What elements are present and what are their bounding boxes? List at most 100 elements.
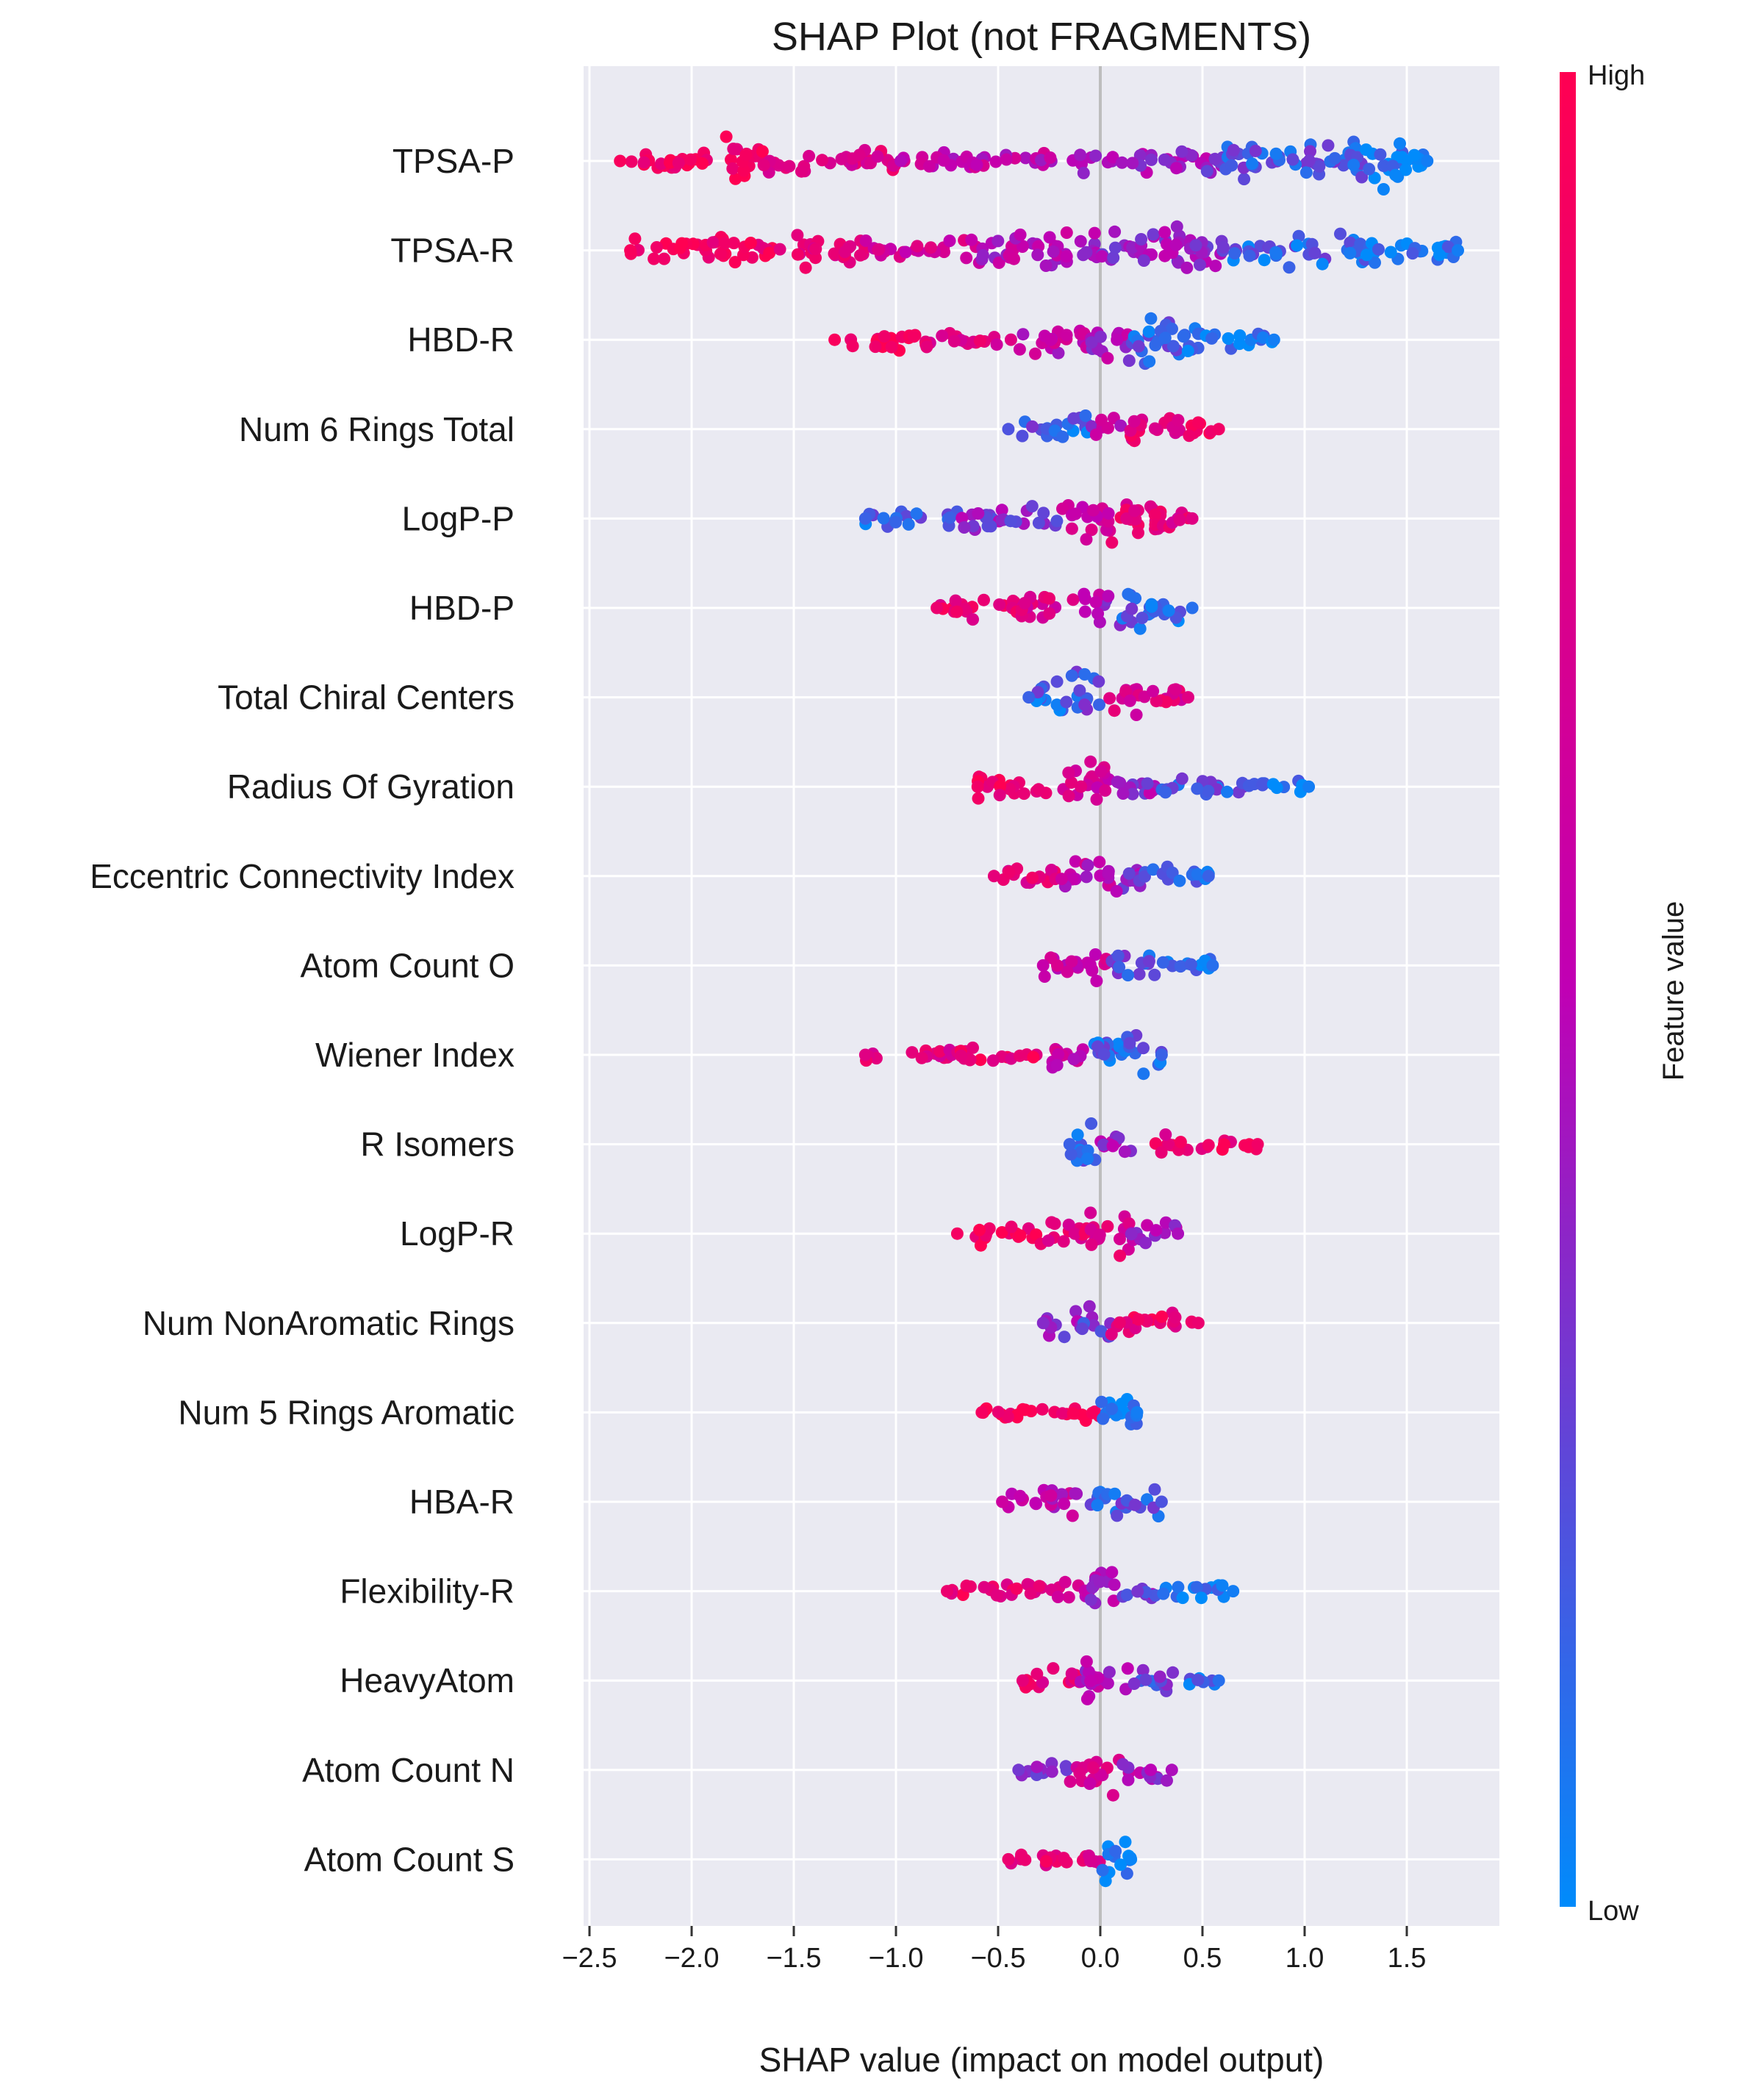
shap-point xyxy=(1111,776,1124,789)
shap-point xyxy=(1052,1048,1065,1061)
shap-point xyxy=(763,246,776,259)
shap-point xyxy=(1258,254,1271,267)
shap-point xyxy=(1060,695,1073,709)
shap-point xyxy=(756,145,769,158)
shap-point xyxy=(1081,1152,1094,1165)
shap-point xyxy=(1189,239,1202,252)
shap-point xyxy=(1292,229,1305,243)
shap-point xyxy=(1105,536,1119,549)
plot-background xyxy=(584,66,1499,1926)
feature-label: Eccentric Connectivity Index xyxy=(90,857,514,895)
shap-point xyxy=(696,157,709,170)
shap-point xyxy=(1334,227,1347,240)
shap-point xyxy=(1030,1761,1044,1774)
shap-point xyxy=(1126,157,1139,170)
x-tick-label: 1.0 xyxy=(1286,1943,1324,1974)
shap-point xyxy=(1102,421,1114,434)
shap-point xyxy=(1106,1139,1119,1153)
x-tick-label: −2.0 xyxy=(664,1943,719,1974)
shap-point xyxy=(628,232,642,246)
x-tick-label: −2.5 xyxy=(562,1943,617,1974)
shap-point xyxy=(1269,147,1283,160)
shap-point xyxy=(1066,1407,1080,1420)
shap-point xyxy=(1095,1395,1108,1408)
shap-point xyxy=(1093,1575,1106,1589)
shap-point xyxy=(993,598,1006,611)
shap-point xyxy=(1185,149,1198,162)
shap-point xyxy=(1114,1858,1127,1872)
shap-point xyxy=(1208,152,1222,165)
shap-point xyxy=(809,243,822,256)
shap-point xyxy=(1018,597,1031,609)
shap-point xyxy=(1101,1677,1114,1690)
shap-point xyxy=(727,143,740,155)
shap-point xyxy=(1065,1667,1078,1680)
shap-point xyxy=(1155,1048,1168,1061)
shap-point xyxy=(1266,778,1280,791)
shap-point xyxy=(987,870,1000,883)
shap-point xyxy=(1200,165,1213,178)
shap-point xyxy=(931,601,944,615)
shap-point xyxy=(1031,686,1044,699)
shap-point xyxy=(910,507,923,520)
shap-point xyxy=(1014,1229,1027,1242)
shap-point xyxy=(1103,692,1116,705)
feature-row-19 xyxy=(1012,1753,1178,1802)
shap-point xyxy=(1014,1489,1027,1503)
shap-point xyxy=(1062,1218,1075,1231)
shap-point xyxy=(1161,1774,1173,1787)
shap-point xyxy=(1052,346,1065,359)
shap-point xyxy=(1233,329,1247,342)
shap-point xyxy=(1313,160,1326,173)
shap-point xyxy=(1122,587,1135,601)
shap-point xyxy=(1058,1497,1071,1511)
shap-point xyxy=(967,613,979,626)
shap-point xyxy=(1153,1670,1166,1683)
shap-point xyxy=(1122,969,1135,982)
feature-label: Atom Count N xyxy=(302,1751,514,1789)
shap-point xyxy=(1166,866,1179,879)
shap-point xyxy=(1172,1580,1185,1594)
shap-point xyxy=(1002,423,1015,436)
shap-point xyxy=(944,511,956,524)
shap-point xyxy=(1061,965,1074,978)
shap-point xyxy=(1065,522,1078,535)
shap-point xyxy=(1105,1403,1119,1416)
shap-point xyxy=(1184,958,1197,971)
shap-point xyxy=(1089,428,1102,441)
shap-point xyxy=(1003,782,1017,795)
feature-row-7 xyxy=(1022,665,1194,721)
shap-point xyxy=(1111,1509,1124,1522)
shap-point xyxy=(936,329,949,343)
shap-point xyxy=(1045,1765,1058,1778)
shap-point xyxy=(1022,691,1036,704)
shap-point xyxy=(1114,419,1127,432)
shap-point xyxy=(960,1579,973,1592)
shap-point xyxy=(1143,787,1156,800)
shap-point xyxy=(1130,1405,1144,1419)
shap-point xyxy=(1029,347,1041,360)
shap-point xyxy=(809,251,822,265)
shap-point xyxy=(1191,416,1205,429)
shap-point xyxy=(1113,1316,1126,1329)
shap-point xyxy=(885,340,898,354)
shap-point xyxy=(1027,1050,1040,1064)
shap-point xyxy=(1032,783,1045,796)
shap-point xyxy=(1106,151,1119,164)
shap-point xyxy=(1202,1139,1215,1152)
shap-point xyxy=(1302,780,1316,793)
shap-point xyxy=(1089,948,1102,961)
shap-point xyxy=(1093,698,1105,712)
shap-point xyxy=(1090,975,1103,987)
shap-point xyxy=(1158,153,1171,166)
shap-point xyxy=(1113,961,1126,974)
shap-point xyxy=(1092,675,1105,688)
shap-point xyxy=(1056,502,1069,515)
shap-point xyxy=(1099,784,1112,797)
shap-point xyxy=(933,1045,947,1058)
shap-point xyxy=(1132,340,1145,353)
shap-point xyxy=(1093,856,1106,869)
shap-point xyxy=(1225,159,1238,172)
shap-point xyxy=(795,165,808,178)
shap-point xyxy=(1186,512,1199,525)
